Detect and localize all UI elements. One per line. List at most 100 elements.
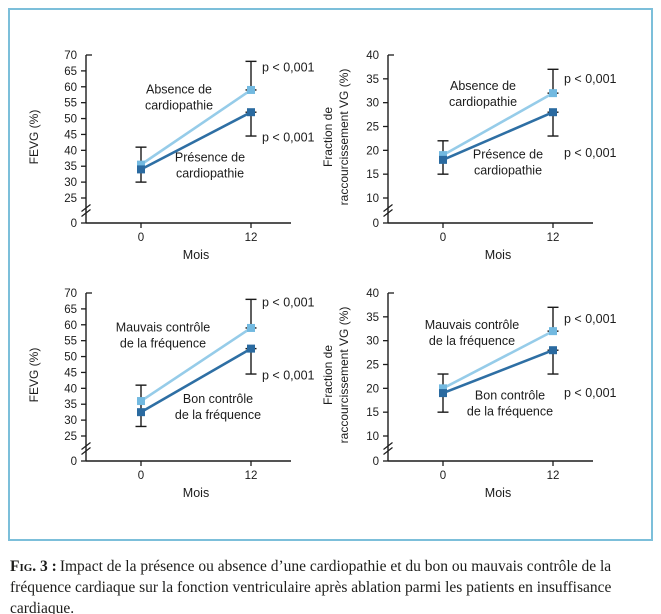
data-point-marker: [549, 327, 557, 336]
x-tick-label: 12: [547, 470, 560, 482]
y-tick-label: 25: [64, 193, 77, 205]
y-tick-label: 0: [71, 456, 77, 468]
y-tick-label: 35: [64, 161, 77, 173]
y-tick-label: 40: [366, 50, 379, 62]
data-point-marker: [439, 155, 447, 164]
series-label: Bon contrôle: [183, 392, 253, 406]
p-value-annotation: p < 0,001: [262, 369, 315, 383]
y-tick-label: 70: [64, 288, 77, 300]
series-label: Absence de: [450, 79, 516, 93]
data-point-marker: [549, 89, 557, 98]
p-value-annotation: p < 0,001: [262, 296, 315, 310]
data-point-marker: [137, 165, 145, 174]
y-axis-title: raccourcissement VG (%): [337, 69, 351, 206]
y-tick-label: 10: [366, 193, 379, 205]
series-label: de la fréquence: [175, 408, 261, 422]
y-tick-label: 50: [64, 352, 77, 364]
series-label: Mauvais contrôle: [116, 320, 211, 334]
axis-break-icon: [383, 204, 393, 212]
data-point-marker: [439, 151, 447, 160]
y-tick-label: 60: [64, 320, 77, 332]
series-label: cardiopathie: [176, 167, 244, 181]
series-line: [140, 88, 252, 166]
data-point-marker: [439, 384, 447, 393]
x-tick-label: 0: [138, 470, 144, 482]
y-tick-label: 0: [71, 218, 77, 230]
y-tick-label: 30: [64, 415, 77, 427]
axis-break-icon: [81, 442, 91, 450]
axis-break-icon: [81, 204, 91, 212]
chart-fraction-controle-frequence-svg: 40 35 30 25 20 15 10 0 0 12 Mois Fraction de raccour…: [321, 288, 617, 500]
series-line: [140, 111, 252, 171]
y-tick-label: 35: [64, 399, 77, 411]
y-tick-label: 25: [64, 431, 77, 443]
data-point-marker: [549, 108, 557, 117]
series-label: cardiopathie: [449, 95, 517, 109]
error-bar: [245, 298, 257, 329]
y-tick-label: 0: [373, 218, 379, 230]
axis-break-icon: [383, 209, 393, 217]
chart-fevg-controle-frequence-svg: 70 65 60 55 50 45 40 35 30 25 0 0 12 Mois FEVG (%) Mauv…: [27, 288, 315, 500]
p-value-annotation: p < 0,001: [262, 131, 315, 145]
data-point-marker: [247, 108, 255, 117]
y-tick-label: 45: [64, 367, 77, 379]
chart-fevg-cardiopathie-svg: 70 65 60 55 50 45 40 35 30 25 0 0 12 Mois FEVG (%) Abse…: [27, 50, 315, 262]
x-tick-label: 0: [440, 232, 446, 244]
data-point-marker: [439, 389, 447, 398]
y-axis-title: Fraction de: [321, 345, 335, 405]
figure-caption-label: Fig. 3 :: [10, 558, 57, 575]
y-tick-label: 65: [64, 66, 77, 78]
y-tick-label: 50: [64, 114, 77, 126]
y-tick-label: 35: [366, 74, 379, 86]
series-line: [442, 348, 554, 395]
axis-break-icon: [81, 209, 91, 217]
p-value-annotation: p < 0,001: [564, 386, 617, 400]
x-axis-title: Mois: [485, 486, 511, 500]
axis-break-icon: [81, 447, 91, 455]
y-axis-title: FEVG (%): [27, 110, 41, 165]
y-tick-label: 10: [366, 431, 379, 443]
data-point-marker: [137, 408, 145, 417]
data-point-marker: [247, 85, 255, 94]
y-axis-title: Fraction de: [321, 107, 335, 167]
series-label: Présence de: [175, 151, 245, 165]
y-tick-label: 40: [366, 288, 379, 300]
series-label: Présence de: [473, 147, 543, 161]
data-point-marker: [247, 323, 255, 332]
x-tick-label: 0: [440, 470, 446, 482]
y-tick-label: 0: [373, 456, 379, 468]
series-label: de la fréquence: [467, 405, 553, 419]
series-line: [442, 329, 554, 390]
series-line: [140, 347, 252, 414]
x-axis-title: Mois: [485, 248, 511, 262]
p-value-annotation: p < 0,001: [262, 61, 315, 75]
data-point-marker: [549, 346, 557, 355]
chart-fraction-controle-frequence: 40 35 30 25 20 15 10 0 0 12 Mois Fraction de raccour…: [308, 271, 638, 521]
chart-fevg-cardiopathie: 70 65 60 55 50 45 40 35 30 25 0 0 12 Mois FEVG (%) Abse…: [6, 33, 336, 283]
series-label: cardiopathie: [474, 163, 542, 177]
series-label: Mauvais contrôle: [425, 318, 520, 332]
y-tick-label: 55: [64, 336, 77, 348]
error-bar: [245, 60, 257, 91]
chart-fevg-controle-frequence: 70 65 60 55 50 45 40 35 30 25 0 0 12 Mois FEVG (%) Mauv…: [6, 271, 336, 521]
y-tick-label: 25: [366, 360, 379, 372]
y-tick-label: 40: [64, 383, 77, 395]
series-label: de la fréquence: [429, 334, 515, 348]
x-tick-label: 12: [547, 232, 560, 244]
figure-caption: Fig. 3 : Impact de la présence ou absence…: [10, 556, 658, 614]
y-tick-label: 65: [64, 304, 77, 316]
chart-fraction-cardiopathie: 40 35 30 25 20 15 10 0 0 12 Mois Fraction de raccour…: [308, 33, 638, 283]
p-value-annotation: p < 0,001: [564, 146, 617, 160]
y-tick-label: 45: [64, 129, 77, 141]
axis-break-icon: [383, 447, 393, 455]
series-line: [442, 92, 554, 157]
chart-fraction-cardiopathie-svg: 40 35 30 25 20 15 10 0 0 12 Mois Fraction de raccour…: [321, 50, 617, 262]
x-axis-title: Mois: [183, 248, 209, 262]
y-tick-label: 30: [366, 98, 379, 110]
y-tick-label: 30: [64, 177, 77, 189]
data-point-marker: [137, 397, 145, 406]
series-line: [442, 111, 554, 162]
series-label: Absence de: [146, 82, 212, 96]
data-point-marker: [247, 344, 255, 353]
